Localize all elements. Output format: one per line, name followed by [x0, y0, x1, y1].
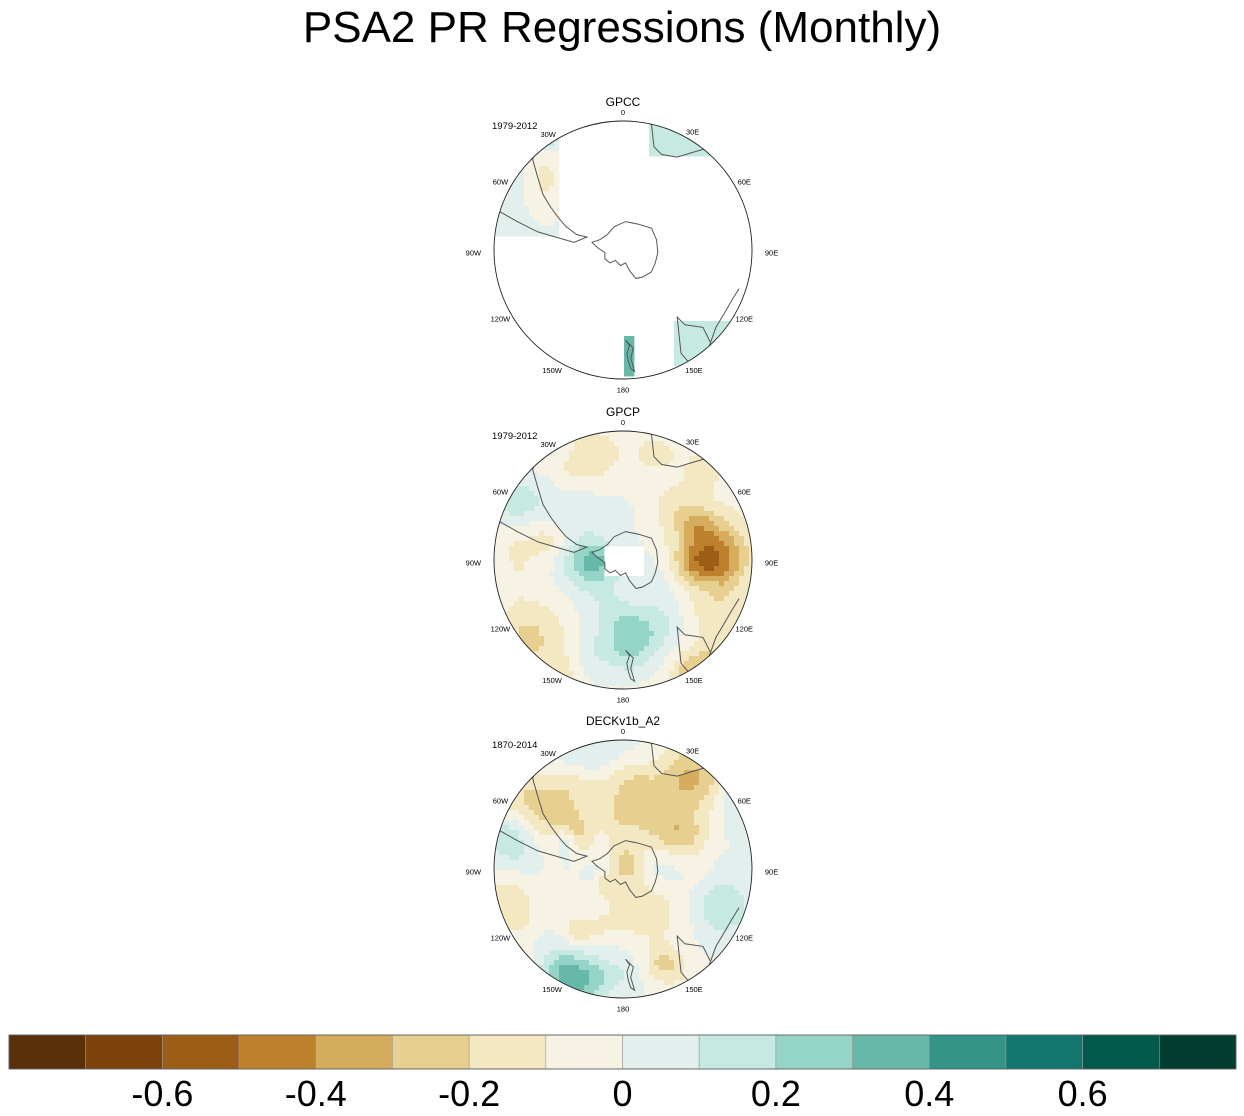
colorbar-swatch: [85, 1034, 163, 1070]
colorbar-swatch: [1005, 1034, 1083, 1070]
longitude-label: 90W: [466, 559, 482, 568]
longitude-label: 180: [617, 385, 630, 394]
longitude-label: 90W: [466, 249, 482, 258]
colorbar-tick-label: 0.6: [1058, 1073, 1108, 1114]
colorbar-frame: [8, 1034, 1237, 1070]
longitude-label: 30W: [540, 440, 556, 449]
longitude-label: 120W: [491, 933, 512, 942]
map-border: [493, 430, 753, 690]
longitude-label: 60E: [738, 797, 751, 806]
panel-title: DECKv1b_A2: [586, 714, 660, 728]
south-america-outline: [498, 432, 589, 553]
longitude-label: 0: [621, 108, 625, 117]
longitude-label: 30E: [686, 437, 699, 446]
longitude-label: 90E: [765, 559, 778, 568]
longitude-label: 180: [617, 695, 630, 704]
australia-outline: [676, 288, 740, 365]
panel-period: 1870-2014: [492, 740, 537, 751]
longitude-label: 120E: [735, 933, 753, 942]
antarctica-outline: [591, 221, 659, 279]
panel-title: GPCP: [606, 405, 640, 419]
longitude-label: 30W: [540, 749, 556, 758]
longitude-label: 60W: [493, 488, 509, 497]
panel-period: 1979-2012: [492, 431, 537, 442]
continent-outlines: [498, 432, 740, 683]
longitude-label: 150E: [685, 676, 703, 685]
longitude-label: 0: [621, 727, 625, 736]
longitude-label: 60E: [738, 178, 751, 187]
longitude-label: 90E: [765, 868, 778, 877]
new-zealand-outline: [625, 339, 636, 373]
colorbar-swatch: [1159, 1034, 1237, 1070]
colorbar-swatch: [852, 1034, 930, 1070]
longitude-label: 60E: [738, 488, 751, 497]
longitude-label: 90W: [466, 868, 482, 877]
longitude-label: 30E: [686, 746, 699, 755]
longitude-label: 90E: [765, 249, 778, 258]
longitude-label: 150W: [542, 366, 563, 375]
colorbar-tick-label: -0.2: [438, 1073, 500, 1114]
australia-outline: [676, 907, 740, 984]
south-america-outline: [498, 741, 589, 862]
colorbar-swatch: [315, 1034, 393, 1070]
africa-outline: [650, 123, 711, 158]
colorbar-swatch: [468, 1034, 547, 1070]
longitude-label: 30E: [686, 127, 699, 136]
longitude-label: 150W: [542, 676, 563, 685]
colorbar-swatch: [392, 1034, 470, 1070]
new-zealand-outline: [625, 649, 636, 683]
colorbar-swatch: [238, 1034, 317, 1070]
longitude-label: 0: [621, 418, 625, 427]
antarctica-outline: [591, 531, 659, 589]
panel-period: 1979-2012: [492, 121, 537, 132]
colorbar-swatch: [775, 1034, 853, 1070]
colorbar-swatch: [1082, 1034, 1160, 1070]
south-america-outline: [498, 122, 589, 243]
colorbar-swatch: [698, 1034, 777, 1070]
map-border: [493, 739, 753, 999]
longitude-label: 120W: [491, 624, 512, 633]
australia-outline: [676, 598, 740, 675]
longitude-label: 120E: [735, 624, 753, 633]
colorbar-swatch: [928, 1034, 1007, 1070]
longitude-label: 60W: [493, 178, 509, 187]
longitude-label: 150E: [685, 366, 703, 375]
map-panels: GPCC 1979-2012 0 30E 60E 90E 120E 150E 180 150W 12…: [466, 95, 779, 1013]
colorbar-tick-label: 0.2: [751, 1073, 801, 1114]
longitude-label: 120W: [491, 314, 512, 323]
map-panel: GPCC 1979-2012 0 30E 60E 90E 120E 150E 180 150W 12…: [466, 95, 779, 394]
colorbar-swatch: [545, 1034, 623, 1070]
panel-title: GPCC: [606, 95, 641, 109]
longitude-label: 60W: [493, 797, 509, 806]
colorbar-swatch: [8, 1034, 86, 1070]
colorbar-swatch: [162, 1034, 240, 1070]
africa-outline: [650, 433, 711, 468]
colorbar-tick-label: 0: [612, 1073, 632, 1114]
continent-outlines: [498, 741, 740, 992]
colorbar-tick-label: 0.4: [904, 1073, 954, 1114]
africa-outline: [650, 742, 711, 777]
colorbar-tick-label: -0.4: [285, 1073, 347, 1114]
colorbar-tick-label: -0.6: [131, 1073, 193, 1114]
map-border: [493, 120, 753, 380]
continent-outlines: [498, 122, 740, 373]
map-panel: DECKv1b_A2 1870-2014 0 30E 60E 90E 120E 150E 180…: [466, 714, 779, 1013]
new-zealand-outline: [625, 958, 636, 992]
longitude-label: 30W: [540, 130, 556, 139]
field-cells: [494, 740, 752, 998]
longitude-label: 150E: [685, 985, 703, 994]
longitude-label: 180: [617, 1004, 630, 1013]
antarctica-outline: [591, 840, 659, 898]
longitude-label: 120E: [735, 314, 753, 323]
figure-title: PSA2 PR Regressions (Monthly): [302, 3, 942, 52]
longitude-label: 150W: [542, 985, 563, 994]
colorbar-swatch: [622, 1034, 700, 1070]
